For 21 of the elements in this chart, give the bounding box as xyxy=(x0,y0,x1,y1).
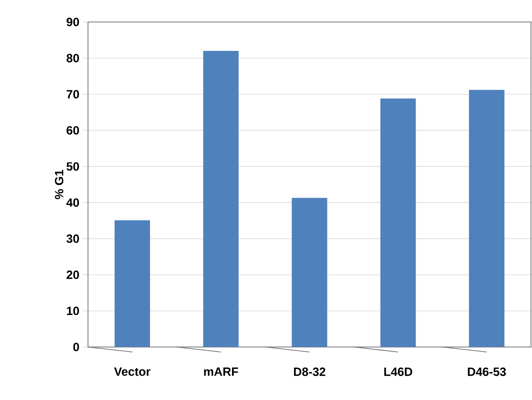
x-tick-label: L46D xyxy=(384,368,412,376)
y-tick-label: 80 xyxy=(66,54,79,62)
bar xyxy=(380,98,416,347)
x-tick-label: D46-53 xyxy=(468,368,506,376)
y-axis-title: % G1 xyxy=(54,170,64,200)
x-tick-label: Vector xyxy=(114,368,150,376)
y-tick-label: 40 xyxy=(66,198,79,207)
y-tick-label: 20 xyxy=(66,270,79,280)
x-tick-label: D8-32 xyxy=(294,368,326,376)
y-tick-label: 30 xyxy=(66,234,79,243)
y-tick-label: 10 xyxy=(66,306,79,316)
y-tick-label: 70 xyxy=(66,90,79,98)
y-tick-label: 50 xyxy=(66,162,79,171)
y-tick-label: 90 xyxy=(66,18,79,26)
bar xyxy=(468,90,504,347)
y-tick-label: 60 xyxy=(66,126,79,135)
x-tick-label: mARF xyxy=(204,368,238,376)
bar xyxy=(114,220,150,347)
y-tick-label: 0 xyxy=(73,342,79,352)
bar xyxy=(292,198,328,347)
bar xyxy=(203,50,239,347)
